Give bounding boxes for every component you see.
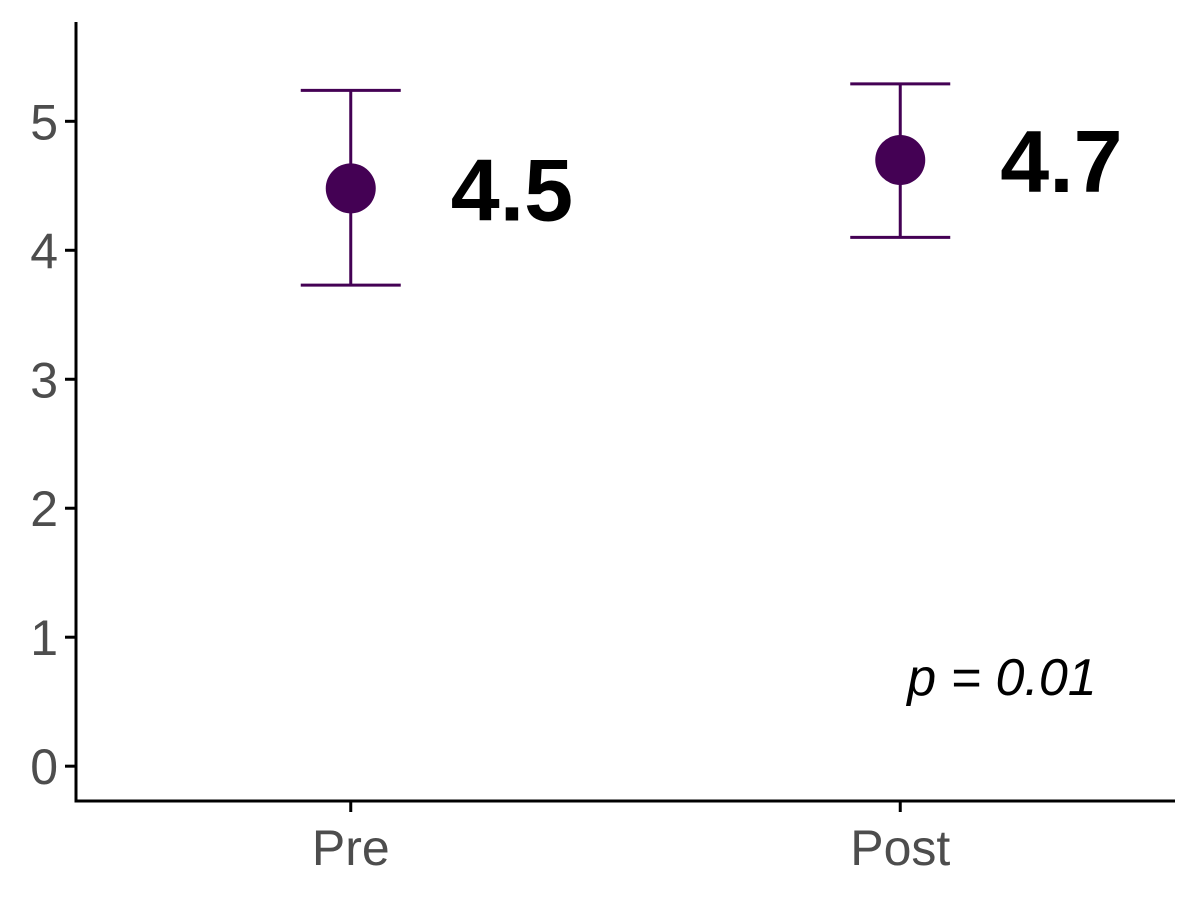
data-label: 4.5 bbox=[451, 140, 573, 239]
y-tick-label: 5 bbox=[30, 94, 58, 150]
data-point bbox=[325, 163, 376, 214]
y-tick-label: 3 bbox=[30, 352, 58, 408]
data-point bbox=[875, 135, 926, 186]
y-tick-label: 4 bbox=[30, 223, 58, 279]
chart-marks: 4.5 4.7 bbox=[300, 82, 1123, 287]
p-value-annotation: p = 0.01 bbox=[905, 649, 1096, 707]
y-tick-label: 0 bbox=[30, 739, 58, 795]
x-tick-label: Pre bbox=[312, 820, 390, 876]
axes: 0 1 2 3 4 5 Pre Post bbox=[30, 22, 1175, 876]
data-label: 4.7 bbox=[1000, 112, 1122, 211]
y-tick-label: 2 bbox=[30, 481, 58, 537]
x-tick-label: Post bbox=[850, 820, 950, 876]
y-tick-label: 1 bbox=[30, 610, 58, 666]
